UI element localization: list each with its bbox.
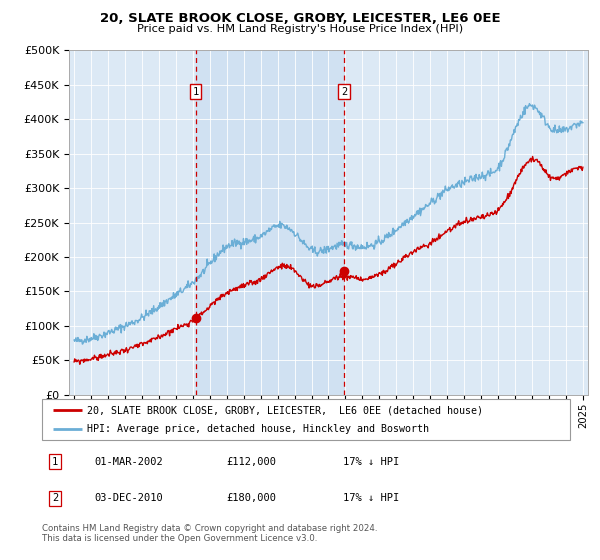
Text: 1: 1 bbox=[52, 457, 58, 467]
FancyBboxPatch shape bbox=[42, 399, 570, 440]
Text: Contains HM Land Registry data © Crown copyright and database right 2024.
This d: Contains HM Land Registry data © Crown c… bbox=[42, 524, 377, 543]
Text: 17% ↓ HPI: 17% ↓ HPI bbox=[343, 457, 399, 467]
Text: 17% ↓ HPI: 17% ↓ HPI bbox=[343, 493, 399, 503]
Text: £112,000: £112,000 bbox=[227, 457, 277, 467]
Text: 20, SLATE BROOK CLOSE, GROBY, LEICESTER, LE6 0EE: 20, SLATE BROOK CLOSE, GROBY, LEICESTER,… bbox=[100, 12, 500, 25]
Text: HPI: Average price, detached house, Hinckley and Bosworth: HPI: Average price, detached house, Hinc… bbox=[87, 424, 429, 433]
Text: 01-MAR-2002: 01-MAR-2002 bbox=[95, 457, 164, 467]
Text: 03-DEC-2010: 03-DEC-2010 bbox=[95, 493, 164, 503]
Text: 20, SLATE BROOK CLOSE, GROBY, LEICESTER,  LE6 0EE (detached house): 20, SLATE BROOK CLOSE, GROBY, LEICESTER,… bbox=[87, 405, 483, 415]
Text: 1: 1 bbox=[193, 87, 199, 97]
Text: £180,000: £180,000 bbox=[227, 493, 277, 503]
Text: 2: 2 bbox=[341, 87, 347, 97]
Text: 2: 2 bbox=[52, 493, 58, 503]
Text: Price paid vs. HM Land Registry's House Price Index (HPI): Price paid vs. HM Land Registry's House … bbox=[137, 24, 463, 34]
Bar bbox=[196, 50, 344, 395]
